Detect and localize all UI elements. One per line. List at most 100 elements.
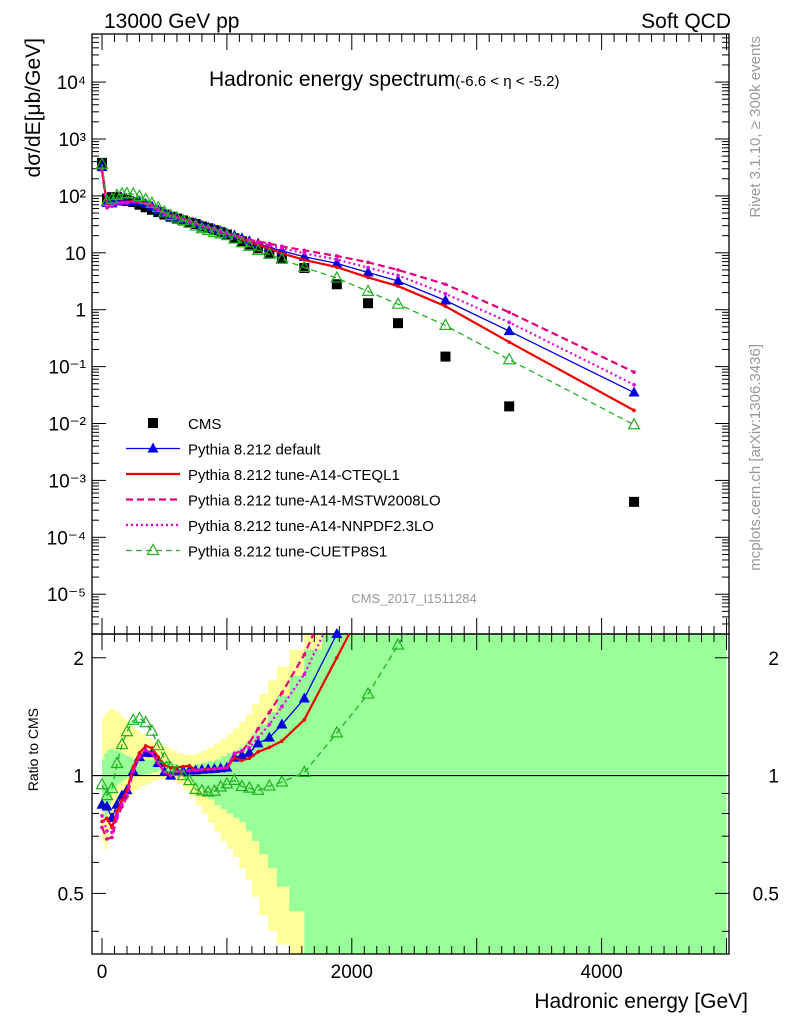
series-CUETP8S1 (95, 156, 641, 430)
ratio-series-CUETP8S1 (95, 633, 405, 801)
ratio-point (331, 628, 343, 638)
analysis-label: CMS_2017_I1511284 (351, 591, 477, 606)
ratio-tick-label: 2 (73, 649, 84, 670)
data-point (253, 243, 264, 254)
ratio-point (132, 711, 146, 723)
ratio-tick-label-right: 2 (768, 649, 779, 670)
ratio-tick-label-right: 1 (768, 767, 779, 788)
ratio-point (235, 779, 249, 792)
data-point (105, 191, 119, 204)
ratio-point (252, 737, 264, 748)
rivet-label: Rivet 3.1.10, ≥ 300k events (747, 36, 764, 218)
data-point (361, 284, 375, 296)
data-point (331, 279, 342, 290)
data-point (366, 265, 370, 270)
y-tick-label: 10² (59, 187, 86, 208)
ratio-panel-frame (91, 633, 730, 955)
data-point (264, 247, 275, 258)
ratio-point (297, 765, 311, 778)
data-point (443, 282, 448, 287)
ratio-point (207, 783, 221, 796)
data-point (280, 246, 284, 251)
y-tick-label: 10⁴ (57, 73, 86, 94)
data-point (151, 200, 165, 213)
chart-title: Hadronic energy spectrum(-6.6 < η < -5.2… (209, 68, 560, 91)
legend-item-CMS: CMS (148, 416, 221, 433)
data-point (220, 228, 234, 241)
legend-swatch-marker (146, 543, 160, 556)
legend-item-CTEQL1: Pythia 8.212 tune-A14-CTEQL1 (126, 467, 400, 484)
data-point (393, 318, 404, 329)
data-point (629, 496, 640, 507)
data-point (396, 268, 400, 272)
legend-label: Pythia 8.212 default (188, 442, 321, 459)
data-point (302, 258, 307, 262)
data-point (275, 252, 289, 264)
ratio-point (95, 777, 109, 790)
ratio-point (115, 737, 129, 750)
data-point (187, 220, 192, 224)
series-CMS (96, 157, 640, 507)
x-tick-label: 2000 (331, 962, 373, 983)
ratio-uncertainty-bands (92, 634, 729, 954)
y-tick-label: 10⁻¹ (49, 358, 87, 379)
data-point (95, 156, 109, 169)
ratio-point (330, 725, 344, 738)
ratio-point (182, 773, 196, 786)
data-point (267, 243, 272, 248)
ratio-point (218, 766, 223, 771)
ratio-tick-label: 0.5 (58, 884, 84, 905)
data-point (297, 260, 311, 273)
series-line-default (101, 167, 635, 394)
ratio-point (193, 768, 198, 773)
ratio-point (164, 760, 178, 773)
legend-label: CMS (188, 416, 221, 433)
series-layer (95, 156, 641, 841)
series-line-NNPDF2.3LO (100, 168, 635, 386)
legend-item-MSTW2008LO: Pythia 8.212 tune-A14-MSTW2008LO (126, 493, 441, 510)
ratio-point (120, 724, 134, 737)
data-point (507, 320, 511, 325)
data-point (126, 186, 140, 199)
ratio-axis-label: Ratio to CMS (25, 708, 41, 791)
ratio-point (227, 773, 241, 785)
data-point (628, 386, 640, 397)
data-point (439, 294, 451, 305)
ratio-band-green (101, 634, 727, 954)
header-left: 13000 GeV pp (104, 10, 239, 33)
series-line-CTEQL1 (100, 169, 635, 412)
y-axis-label: dσ/dE[μb/GeV] (22, 38, 45, 177)
data-point (392, 274, 404, 285)
data-point (396, 273, 400, 278)
data-point (363, 298, 374, 309)
data-point (201, 223, 215, 236)
header-right: Soft QCD (641, 10, 731, 33)
data-point (632, 382, 636, 387)
ratio-point (100, 788, 114, 801)
data-point (182, 216, 196, 228)
chart-title-main: Hadronic energy spectrum (209, 68, 455, 91)
ratio-point (115, 813, 119, 818)
ratio-point (275, 774, 289, 787)
y-tick-label: 10⁻⁵ (47, 585, 86, 606)
ratio-line-MSTW2008LO (100, 633, 315, 841)
data-point (214, 226, 228, 239)
legend-label: Pythia 8.212 tune-A14-NNPDF2.3LO (188, 518, 434, 535)
ratio-point (276, 718, 288, 729)
y-tick-label: 10⁻³ (49, 471, 87, 492)
legend-swatch-marker (147, 442, 159, 453)
ratio-point (361, 686, 375, 699)
data-point (110, 188, 124, 201)
data-point (227, 231, 241, 244)
data-point (391, 296, 405, 309)
ratio-point (236, 749, 248, 760)
x-tick-label: 4000 (580, 962, 622, 983)
data-point (157, 204, 171, 217)
data-point (120, 186, 134, 199)
data-point (443, 304, 448, 309)
data-point (262, 247, 276, 259)
series-CTEQL1 (100, 167, 636, 413)
x-tick-label: 0 (97, 962, 108, 983)
data-point (132, 189, 146, 201)
